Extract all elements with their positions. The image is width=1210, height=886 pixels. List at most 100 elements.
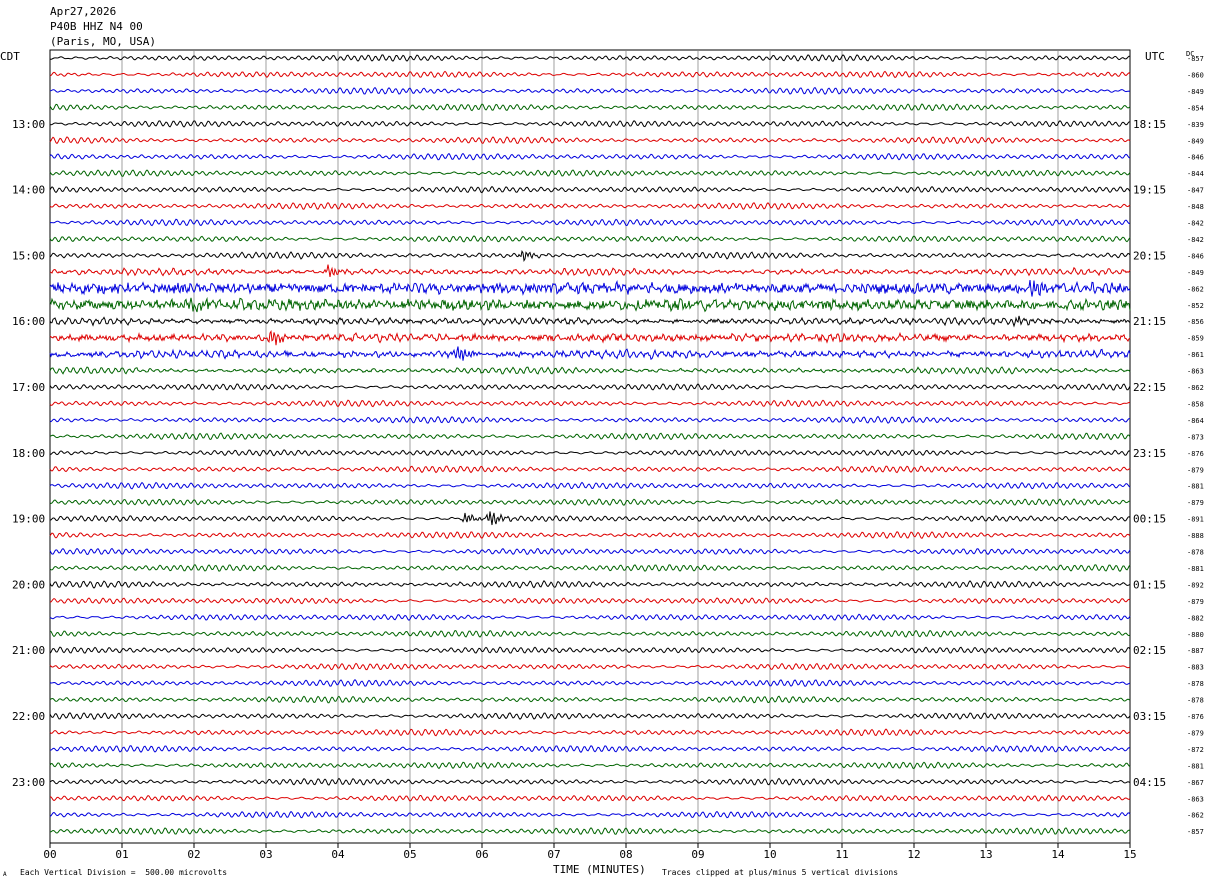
dc-offset-label: -862 [1187,285,1204,293]
seismic-trace [49,296,1131,313]
right-hour-label: 23:15 [1133,447,1166,460]
dc-offset-label: -846 [1187,154,1204,162]
dc-offset-label: -891 [1187,516,1204,524]
date-label: Apr27,2026 [50,5,117,18]
corner-mark: A [3,871,7,878]
x-tick-label: 15 [1123,848,1136,861]
seismic-trace [49,185,1131,194]
seismic-trace [49,465,1131,474]
left-hour-label: 18:00 [12,447,45,460]
dc-offset-label: -864 [1187,417,1204,425]
right-timezone-label: UTC [1145,50,1165,63]
seismic-trace [49,449,1131,457]
dc-offset-label: -860 [1187,71,1204,79]
x-tick-label: 03 [259,848,272,861]
left-hour-label: 19:00 [12,513,45,526]
x-tick-label: 02 [187,848,200,861]
x-tick-label: 07 [547,848,560,861]
dc-offset-label: -862 [1187,812,1204,820]
dc-offset-label: -880 [1187,631,1204,639]
station-label: P40B HHZ N4 00 [50,20,143,33]
seismic-trace [49,613,1131,621]
x-tick-label: 09 [691,848,704,861]
right-hour-label: 04:15 [1133,776,1166,789]
seismic-trace [49,810,1131,819]
x-axis-title: TIME (MINUTES) [553,863,646,876]
seismic-trace [49,218,1131,227]
seismic-trace [49,169,1131,177]
right-hour-label: 18:15 [1133,118,1166,131]
right-hour-label: 00:15 [1133,513,1166,526]
x-tick-label: 04 [331,848,345,861]
dc-offset-label: -887 [1187,647,1204,655]
dc-offset-label: -881 [1187,483,1204,491]
dc-offset-label: -846 [1187,252,1204,260]
x-tick-label: 14 [1051,848,1065,861]
dc-offset-label: -842 [1187,236,1204,244]
right-hour-label: 02:15 [1133,644,1166,657]
dc-offset-label: -892 [1187,581,1204,589]
x-tick-label: 08 [619,848,632,861]
seismic-trace [49,629,1131,638]
seismic-trace [49,346,1131,361]
seismic-trace [49,86,1131,95]
seismic-trace [49,415,1130,424]
right-hour-label: 20:15 [1133,249,1166,262]
seismic-trace [49,432,1131,441]
dc-offset-label: -879 [1187,499,1204,507]
dc-offset-label: -856 [1187,318,1204,326]
seismic-trace [49,695,1131,704]
seismic-trace [49,152,1131,161]
seismic-trace [49,399,1131,408]
seismic-trace [49,383,1131,391]
dc-offset-label: -878 [1187,697,1204,705]
dc-offset-label: -849 [1187,137,1204,145]
dc-offset-label: -858 [1187,400,1204,408]
dc-offset-label: -876 [1187,713,1204,721]
dc-offset-label: -857 [1187,828,1204,836]
right-hour-label: 21:15 [1133,315,1166,328]
seismic-trace [49,646,1131,654]
x-tick-label: 00 [43,848,56,861]
right-hour-label: 03:15 [1133,710,1166,723]
seismic-trace [49,315,1131,328]
dc-offset-label: -861 [1187,351,1204,359]
dc-offset-label: -882 [1187,614,1204,622]
dc-offset-label: -873 [1187,433,1204,441]
seismic-trace [49,597,1131,605]
dc-offset-label: -872 [1187,746,1204,754]
right-hour-label: 19:15 [1133,184,1166,197]
dc-offset-label: -876 [1187,450,1204,458]
seismic-trace [49,511,1131,526]
x-tick-label: 10 [763,848,776,861]
seismic-trace [49,54,1130,62]
seismic-trace [49,678,1131,688]
x-tick-label: 12 [907,848,920,861]
left-hour-label: 13:00 [12,118,45,131]
seismic-trace [49,264,1131,277]
x-tick-label: 13 [979,848,992,861]
seismic-trace [49,712,1131,720]
seismic-trace [49,366,1131,375]
seismic-trace [49,662,1131,671]
dc-offset-label: -878 [1187,549,1204,557]
right-hour-label: 22:15 [1133,381,1166,394]
left-hour-label: 22:00 [12,710,45,723]
x-tick-label: 06 [475,848,488,861]
left-hour-label: 17:00 [12,381,45,394]
seismic-trace [49,794,1131,802]
seismic-trace [49,761,1131,770]
location-label: (Paris, MO, USA) [50,35,156,48]
left-hour-label: 21:00 [12,644,45,657]
scale-note: Each Vertical Division = 500.00 microvol… [20,868,228,877]
seismic-trace [50,120,1131,128]
seismic-trace [49,547,1131,556]
dc-offset-label: -854 [1187,104,1204,112]
seismic-trace [49,498,1131,507]
dc-label: DC [1186,50,1195,58]
seismic-trace [49,235,1131,243]
dc-offset-label: -881 [1187,565,1204,573]
left-hour-label: 15:00 [12,249,45,262]
dc-offset-label: -847 [1187,187,1204,195]
